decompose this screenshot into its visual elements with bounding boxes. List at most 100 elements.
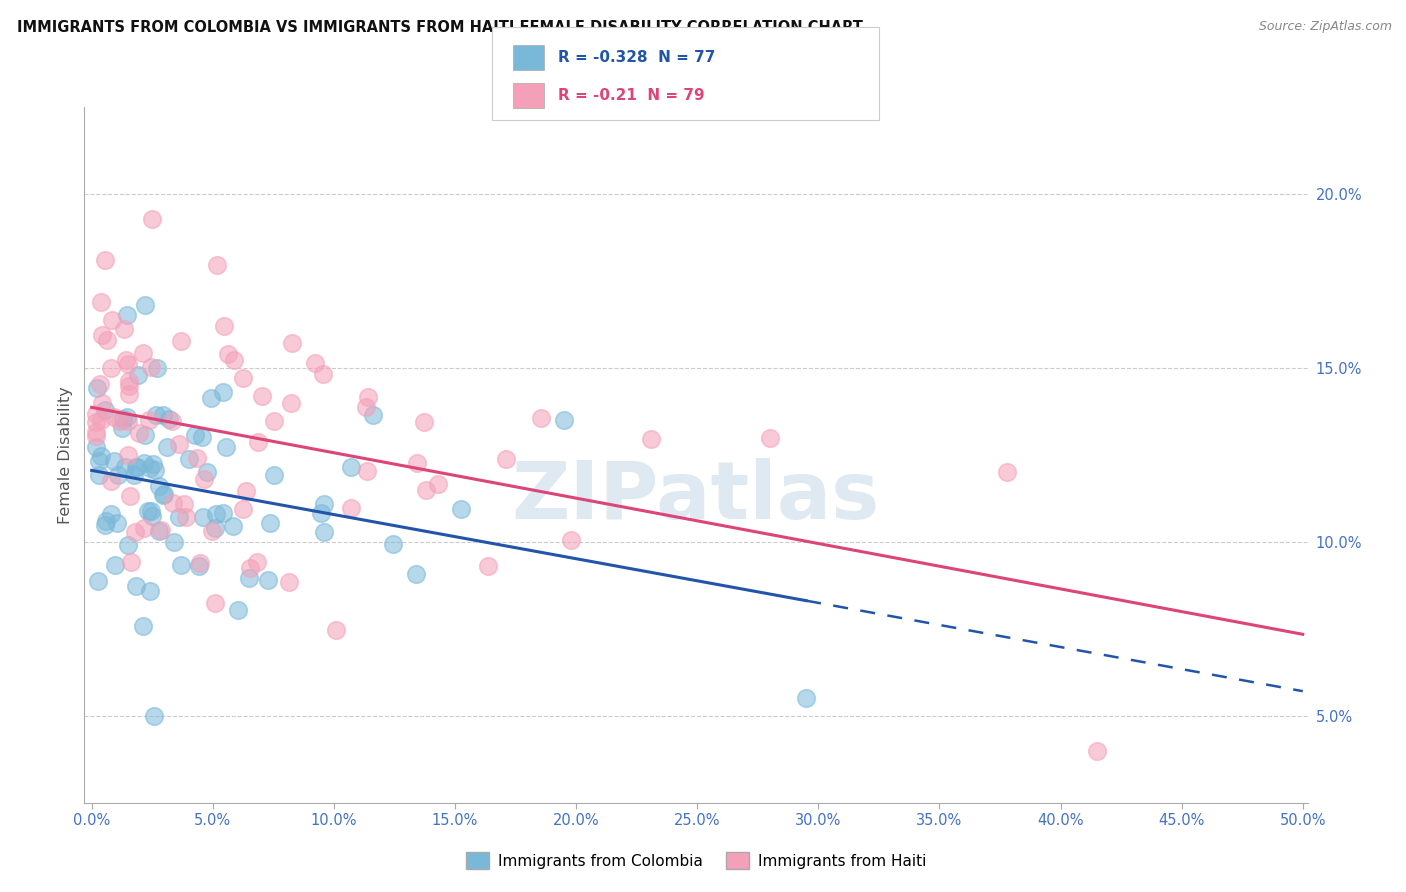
- Point: [312, 524, 335, 539]
- Point: [239, 560, 262, 574]
- Point: [157, 412, 180, 426]
- Point: [111, 411, 134, 425]
- Point: [163, 534, 186, 549]
- Point: [86, 428, 108, 442]
- Point: [139, 584, 162, 599]
- Point: [148, 524, 170, 538]
- Point: [117, 538, 139, 552]
- Point: [179, 451, 201, 466]
- Point: [1085, 744, 1108, 758]
- Point: [357, 391, 380, 405]
- Point: [406, 456, 429, 470]
- Point: [232, 370, 254, 384]
- Point: [250, 389, 273, 403]
- Point: [132, 619, 155, 633]
- Point: [132, 521, 155, 535]
- Point: [117, 409, 139, 424]
- Point: [100, 507, 122, 521]
- Point: [259, 516, 281, 531]
- Point: [87, 574, 110, 589]
- Point: [142, 458, 165, 472]
- Point: [132, 346, 155, 360]
- Point: [191, 430, 214, 444]
- Point: [96, 333, 118, 347]
- Point: [108, 414, 131, 428]
- Point: [91, 327, 114, 342]
- Text: R = -0.328  N = 77: R = -0.328 N = 77: [558, 51, 716, 65]
- Point: [125, 460, 148, 475]
- Point: [120, 489, 142, 503]
- Point: [114, 460, 136, 475]
- Point: [127, 368, 149, 382]
- Point: [173, 496, 195, 510]
- Point: [212, 319, 235, 334]
- Point: [314, 497, 336, 511]
- Point: [103, 409, 125, 424]
- Point: [152, 409, 174, 423]
- Point: [143, 463, 166, 477]
- Point: [145, 409, 167, 423]
- Point: [204, 596, 226, 610]
- Point: [226, 602, 249, 616]
- Point: [117, 448, 139, 462]
- Point: [217, 346, 239, 360]
- Point: [89, 454, 111, 468]
- Point: [356, 464, 378, 478]
- Point: [169, 558, 191, 572]
- Point: [553, 413, 575, 427]
- Point: [184, 428, 207, 442]
- Text: ZIPatlas: ZIPatlas: [512, 458, 880, 536]
- Point: [107, 467, 129, 482]
- Point: [995, 466, 1018, 480]
- Point: [125, 460, 148, 475]
- Point: [281, 335, 304, 350]
- Point: [186, 451, 208, 466]
- Point: [120, 555, 142, 569]
- Point: [188, 556, 211, 570]
- Point: [530, 411, 553, 425]
- Point: [354, 400, 377, 414]
- Point: [86, 425, 108, 439]
- Point: [128, 425, 150, 440]
- Point: [117, 414, 139, 428]
- Point: [211, 507, 233, 521]
- Point: [125, 579, 148, 593]
- Point: [103, 454, 125, 468]
- Point: [118, 379, 141, 393]
- Point: [640, 433, 662, 447]
- Point: [211, 385, 233, 400]
- Point: [141, 211, 163, 226]
- Point: [94, 514, 117, 528]
- Point: [105, 516, 128, 530]
- Point: [160, 414, 183, 428]
- Point: [134, 427, 156, 442]
- Point: [138, 413, 160, 427]
- Point: [450, 502, 472, 516]
- Point: [495, 452, 517, 467]
- Point: [94, 252, 117, 267]
- Point: [427, 476, 450, 491]
- Point: [149, 523, 172, 537]
- Point: [325, 624, 347, 638]
- Point: [794, 691, 817, 706]
- Point: [246, 435, 269, 450]
- Point: [235, 483, 257, 498]
- Point: [312, 367, 335, 381]
- Point: [195, 465, 218, 479]
- Point: [117, 309, 139, 323]
- Point: [304, 356, 326, 370]
- Point: [205, 258, 228, 272]
- Point: [238, 570, 260, 584]
- Point: [90, 294, 112, 309]
- Point: [309, 507, 332, 521]
- Point: [94, 518, 117, 533]
- Point: [124, 524, 146, 539]
- Point: [136, 504, 159, 518]
- Point: [122, 468, 145, 483]
- Point: [104, 558, 127, 572]
- Point: [146, 361, 169, 376]
- Point: [90, 413, 112, 427]
- Point: [280, 396, 302, 410]
- Point: [167, 437, 190, 451]
- Point: [204, 521, 226, 535]
